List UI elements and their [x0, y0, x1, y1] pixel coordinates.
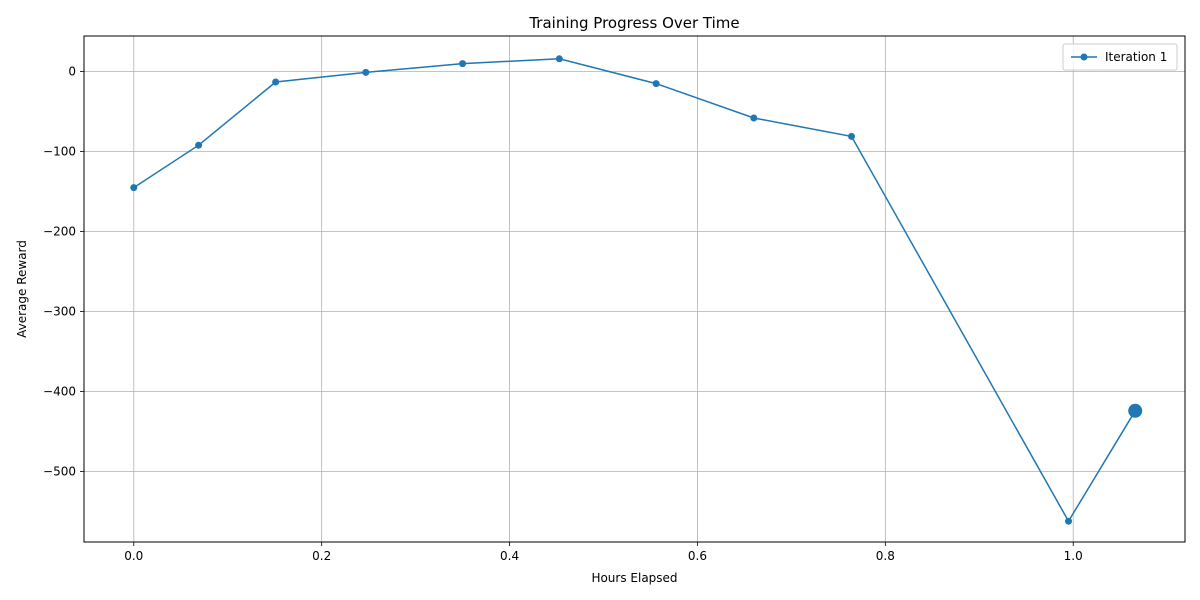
legend-marker-swatch — [1080, 53, 1088, 61]
x-tick-label: 0.6 — [688, 549, 707, 563]
y-tick-label: −200 — [43, 225, 76, 239]
y-axis-label: Average Reward — [15, 240, 29, 338]
data-point — [195, 141, 203, 149]
series-layer — [130, 55, 1143, 525]
data-point — [652, 80, 660, 88]
grid-lines — [84, 36, 1185, 542]
latest-data-point — [1128, 403, 1143, 418]
data-point — [750, 114, 758, 122]
x-tick-label: 0.4 — [500, 549, 519, 563]
x-axis-label: Hours Elapsed — [591, 571, 677, 585]
y-tick-label: 0 — [68, 65, 76, 79]
legend-label-iteration-1: Iteration 1 — [1105, 50, 1167, 64]
legend: Iteration 1 — [1062, 43, 1178, 71]
chart-title: Training Progress Over Time — [528, 14, 739, 32]
x-tick-label: 0.8 — [876, 549, 895, 563]
plot-area-frame — [83, 35, 1186, 543]
x-axis-ticks: 0.0 0.2 0.4 0.6 0.8 1.0 — [124, 542, 1083, 563]
data-point — [272, 78, 280, 86]
y-tick-label: −400 — [43, 385, 76, 399]
data-point — [848, 132, 856, 140]
data-point — [1065, 517, 1073, 525]
x-tick-label: 1.0 — [1064, 549, 1083, 563]
y-tick-label: −300 — [43, 305, 76, 319]
y-tick-label: −500 — [43, 465, 76, 479]
data-point — [555, 55, 563, 63]
y-axis-ticks: 0 −100 −200 −300 −400 −500 — [43, 65, 84, 479]
data-point — [362, 68, 370, 76]
data-point — [459, 60, 467, 68]
y-tick-label: −100 — [43, 145, 76, 159]
x-tick-label: 0.2 — [312, 549, 331, 563]
legend-box — [1062, 43, 1178, 71]
data-point — [130, 184, 138, 192]
x-tick-label: 0.0 — [124, 549, 143, 563]
